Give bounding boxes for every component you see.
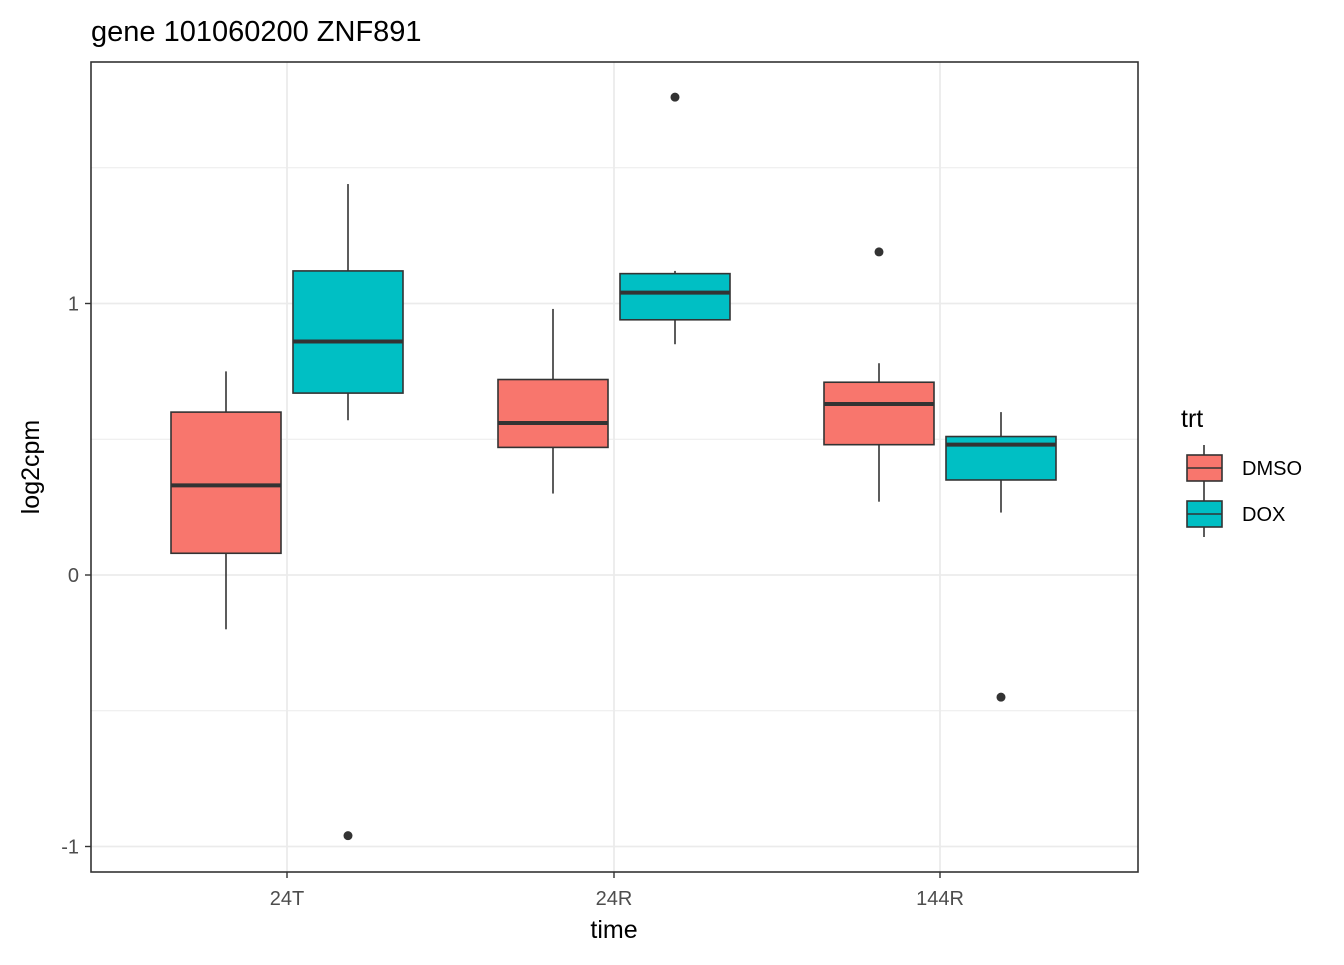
y-tick-label: -1 (61, 837, 79, 859)
major-gridlines (91, 62, 1138, 872)
box-dox-24r (619, 92, 731, 345)
box-dox-144r (945, 412, 1057, 702)
x-axis-title: time (590, 916, 637, 944)
box-dmso-144r (823, 247, 935, 502)
y-tick-label: 1 (68, 294, 79, 316)
x-axis-ticks: 24T 24R 144R (270, 872, 964, 910)
y-tick-label: 0 (68, 565, 79, 587)
legend-label: DOX (1242, 504, 1285, 526)
legend-keys: DMSO DOX (1186, 445, 1302, 537)
box-dmso-24t (170, 371, 282, 630)
y-axis-title: log2cpm (17, 420, 45, 515)
outlier-point (996, 692, 1006, 702)
outlier-point (874, 247, 884, 257)
box-layer (170, 92, 1057, 841)
outlier-point (670, 92, 680, 102)
box-iqr (619, 272, 731, 321)
chart-title: gene 101060200 ZNF891 (91, 16, 422, 48)
legend-item-dmso: DMSO (1186, 445, 1302, 491)
box-dox-24t (292, 184, 404, 841)
y-axis-ticks: -1 0 1 (61, 294, 91, 859)
box-iqr (497, 378, 609, 449)
legend-label: DMSO (1242, 458, 1302, 480)
x-tick-label: 24T (270, 888, 304, 910)
box-dmso-24r (497, 308, 609, 494)
outlier-point (343, 831, 353, 841)
legend-item-dox: DOX (1186, 491, 1285, 537)
box-iqr (823, 381, 935, 446)
x-tick-label: 144R (916, 888, 964, 910)
box-iqr (170, 411, 282, 555)
box-iqr (292, 270, 404, 394)
x-tick-label: 24R (596, 888, 633, 910)
legend-title: trt (1181, 405, 1203, 433)
legend: trt DMSO DOX (1181, 405, 1302, 537)
